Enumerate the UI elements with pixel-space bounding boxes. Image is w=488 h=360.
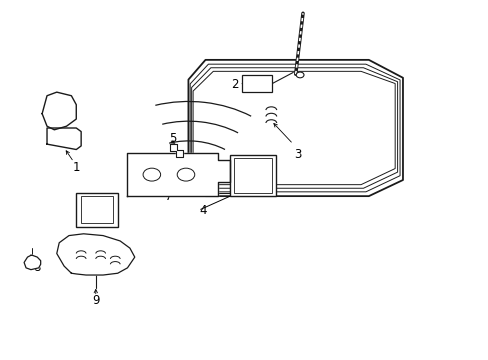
Bar	[229, 155, 276, 196]
Bar	[233, 158, 272, 193]
Text: 4: 4	[199, 204, 206, 217]
Text: 9: 9	[92, 294, 100, 307]
Text: 2: 2	[231, 78, 238, 91]
Bar	[76, 193, 118, 226]
Polygon shape	[127, 153, 229, 196]
Polygon shape	[24, 255, 41, 270]
Polygon shape	[42, 92, 76, 130]
Text: 3: 3	[294, 148, 301, 161]
Text: 5: 5	[169, 132, 176, 145]
Bar	[242, 75, 272, 92]
Polygon shape	[47, 128, 81, 149]
Polygon shape	[170, 144, 182, 157]
Text: 6: 6	[102, 202, 109, 215]
Circle shape	[177, 168, 194, 181]
Polygon shape	[188, 60, 402, 196]
Circle shape	[143, 168, 160, 181]
Circle shape	[296, 72, 304, 78]
Text: 7: 7	[165, 190, 172, 203]
Text: 8: 8	[34, 261, 41, 274]
Text: 1: 1	[72, 161, 80, 174]
Polygon shape	[57, 234, 135, 275]
Bar	[81, 196, 113, 223]
